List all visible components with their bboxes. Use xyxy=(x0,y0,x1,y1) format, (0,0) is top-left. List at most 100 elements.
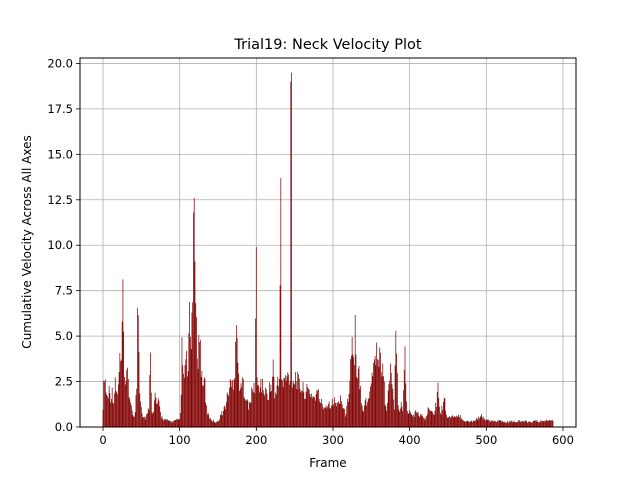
bar xyxy=(201,370,203,427)
bar xyxy=(313,396,315,427)
bar xyxy=(117,384,119,427)
bar xyxy=(275,392,276,427)
bar xyxy=(233,379,235,427)
bar xyxy=(459,416,460,427)
bar xyxy=(387,402,388,427)
bar xyxy=(499,420,501,427)
bar xyxy=(147,413,148,427)
bar xyxy=(200,377,202,427)
bar xyxy=(462,419,463,427)
bar xyxy=(302,382,304,427)
bar xyxy=(397,405,399,427)
bar xyxy=(444,397,446,427)
bar xyxy=(426,416,427,427)
y-tick-label: 20.0 xyxy=(47,56,73,70)
bar xyxy=(450,417,452,427)
bar xyxy=(294,384,295,427)
bar xyxy=(276,385,278,427)
bar xyxy=(311,398,313,427)
bar xyxy=(317,390,318,427)
bar xyxy=(272,359,274,427)
bar xyxy=(347,399,348,427)
bar xyxy=(112,402,114,427)
bar xyxy=(184,365,186,427)
bar xyxy=(544,420,545,427)
bar xyxy=(407,413,409,427)
bar xyxy=(424,420,426,427)
bar xyxy=(326,408,328,427)
bar xyxy=(477,419,479,427)
bar xyxy=(464,421,466,427)
bar xyxy=(542,421,544,427)
bar xyxy=(527,422,529,427)
bar xyxy=(297,371,299,427)
bar xyxy=(380,372,382,427)
bar xyxy=(526,421,528,427)
bar xyxy=(438,397,440,427)
bar xyxy=(269,391,271,427)
bar xyxy=(493,420,495,427)
bar xyxy=(351,355,352,427)
bar xyxy=(399,411,401,427)
bar xyxy=(528,421,530,427)
bar xyxy=(220,414,222,427)
bar xyxy=(104,379,106,427)
bars xyxy=(102,72,554,427)
x-tick-label: 600 xyxy=(552,433,574,447)
bar xyxy=(167,420,169,427)
bar xyxy=(235,341,236,427)
bar xyxy=(273,376,275,427)
bar xyxy=(451,415,453,427)
bar xyxy=(374,356,376,427)
bar xyxy=(324,407,325,427)
bar xyxy=(163,418,165,427)
bar xyxy=(245,400,246,427)
bar xyxy=(515,422,516,427)
bar xyxy=(417,412,419,427)
bar xyxy=(534,420,535,427)
bar xyxy=(433,414,434,427)
bar xyxy=(437,382,439,427)
bar xyxy=(127,367,128,427)
bar xyxy=(239,391,240,427)
bar xyxy=(174,420,176,427)
bar xyxy=(209,418,211,427)
bar xyxy=(300,392,302,427)
bar xyxy=(521,420,522,427)
bar xyxy=(314,400,316,427)
bar xyxy=(212,421,213,427)
bar xyxy=(142,417,144,427)
bar xyxy=(383,381,385,427)
bar xyxy=(213,421,215,427)
bar xyxy=(130,402,131,427)
bar xyxy=(465,421,467,427)
bar xyxy=(111,387,113,427)
bar xyxy=(254,393,256,427)
bar xyxy=(430,411,432,427)
bar xyxy=(132,414,134,427)
bar xyxy=(267,399,269,427)
bar xyxy=(160,417,162,427)
bar xyxy=(426,414,428,427)
bar xyxy=(206,414,208,427)
bar xyxy=(316,390,318,427)
bar xyxy=(342,408,344,427)
bar xyxy=(427,407,429,427)
bar xyxy=(457,416,459,427)
bar xyxy=(390,372,392,427)
bar xyxy=(252,389,253,427)
bar xyxy=(304,398,305,427)
bar xyxy=(495,422,497,427)
bar xyxy=(119,353,121,427)
bar xyxy=(327,406,328,427)
bar xyxy=(371,372,373,427)
bar xyxy=(260,378,262,427)
bar xyxy=(460,419,462,427)
bar xyxy=(135,395,137,427)
bar xyxy=(103,380,105,427)
bar xyxy=(367,402,368,427)
bar xyxy=(227,394,229,427)
bar xyxy=(454,416,456,427)
bar xyxy=(309,393,311,427)
bar xyxy=(470,421,472,427)
